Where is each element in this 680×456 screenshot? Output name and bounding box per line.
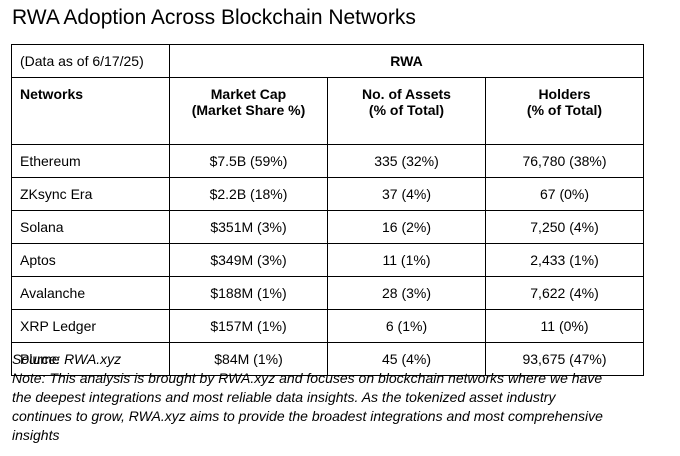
table-row: XRP Ledger $157M (1%) 6 (1%) 11 (0%) xyxy=(11,309,645,343)
market-cap-cell: $351M (3%) xyxy=(169,210,328,244)
note-line: the deepest integrations and most reliab… xyxy=(12,389,556,405)
holders-cell: 76,780 (38%) xyxy=(484,144,645,178)
header-market-cap: Market Cap (Market Share %) xyxy=(169,77,328,145)
note-line: continues to grow, RWA.xyz aims to provi… xyxy=(12,408,603,424)
holders-cell: 11 (0%) xyxy=(484,309,645,343)
header-market-cap-line2: (Market Share %) xyxy=(191,102,306,118)
table-header-row: Networks Market Cap (Market Share %) No.… xyxy=(11,77,645,145)
note-line: insights xyxy=(12,427,60,443)
network-cell: Plume xyxy=(11,342,170,376)
table-row: Plume $84M (1%) 45 (4%) 93,675 (47%) xyxy=(11,342,645,376)
holders-cell: 67 (0%) xyxy=(484,177,645,211)
header-holders: Holders (% of Total) xyxy=(484,77,645,145)
market-cap-cell: $349M (3%) xyxy=(169,243,328,277)
table-row: Avalanche $188M (1%) 28 (3%) 7,622 (4%) xyxy=(11,276,645,310)
date-note-cell: (Data as of 6/17/25) xyxy=(11,44,170,78)
table-group-header-row: (Data as of 6/17/25) RWA xyxy=(11,44,645,78)
header-assets: No. of Assets (% of Total) xyxy=(327,77,486,145)
market-cap-cell: $188M (1%) xyxy=(169,276,328,310)
holders-cell: 93,675 (47%) xyxy=(484,342,645,376)
holders-cell: 7,250 (4%) xyxy=(484,210,645,244)
market-cap-cell: $2.2B (18%) xyxy=(169,177,328,211)
holders-cell: 7,622 (4%) xyxy=(484,276,645,310)
header-holders-line1: Holders xyxy=(538,86,591,102)
network-cell: Solana xyxy=(11,210,170,244)
assets-cell: 16 (2%) xyxy=(327,210,486,244)
assets-cell: 28 (3%) xyxy=(327,276,486,310)
page-title: RWA Adoption Across Blockchain Networks xyxy=(12,6,416,29)
header-holders-line2: (% of Total) xyxy=(526,102,603,118)
holders-cell: 2,433 (1%) xyxy=(484,243,645,277)
network-cell: XRP Ledger xyxy=(11,309,170,343)
note-line: Note: This analysis is brought by RWA.xy… xyxy=(12,370,603,386)
header-market-cap-line1: Market Cap xyxy=(210,86,287,102)
header-networks: Networks xyxy=(11,77,170,145)
header-assets-line1: No. of Assets xyxy=(362,86,451,102)
market-cap-cell: $157M (1%) xyxy=(169,309,328,343)
table-row: ZKsync Era $2.2B (18%) 37 (4%) 67 (0%) xyxy=(11,177,645,211)
table-row: Solana $351M (3%) 16 (2%) 7,250 (4%) xyxy=(11,210,645,244)
network-cell: Avalanche xyxy=(11,276,170,310)
header-assets-line2: (% of Total) xyxy=(368,102,445,118)
assets-cell: 335 (32%) xyxy=(327,144,486,178)
table-row: Ethereum $7.5B (59%) 335 (32%) 76,780 (3… xyxy=(11,144,645,178)
footnotes: Source: RWA.xyz Note: This analysis is b… xyxy=(12,350,672,445)
table-row: Aptos $349M (3%) 11 (1%) 2,433 (1%) xyxy=(11,243,645,277)
assets-cell: 6 (1%) xyxy=(327,309,486,343)
assets-cell: 11 (1%) xyxy=(327,243,486,277)
source-note: Source: RWA.xyz xyxy=(12,351,122,367)
network-cell: Aptos xyxy=(11,243,170,277)
market-cap-cell: $7.5B (59%) xyxy=(169,144,328,178)
assets-cell: 37 (4%) xyxy=(327,177,486,211)
market-cap-cell: $84M (1%) xyxy=(169,342,328,376)
network-cell: Ethereum xyxy=(11,144,170,178)
rwa-adoption-table: (Data as of 6/17/25) RWA Networks Market… xyxy=(11,44,645,376)
network-cell: ZKsync Era xyxy=(11,177,170,211)
rwa-group-header: RWA xyxy=(168,44,645,78)
